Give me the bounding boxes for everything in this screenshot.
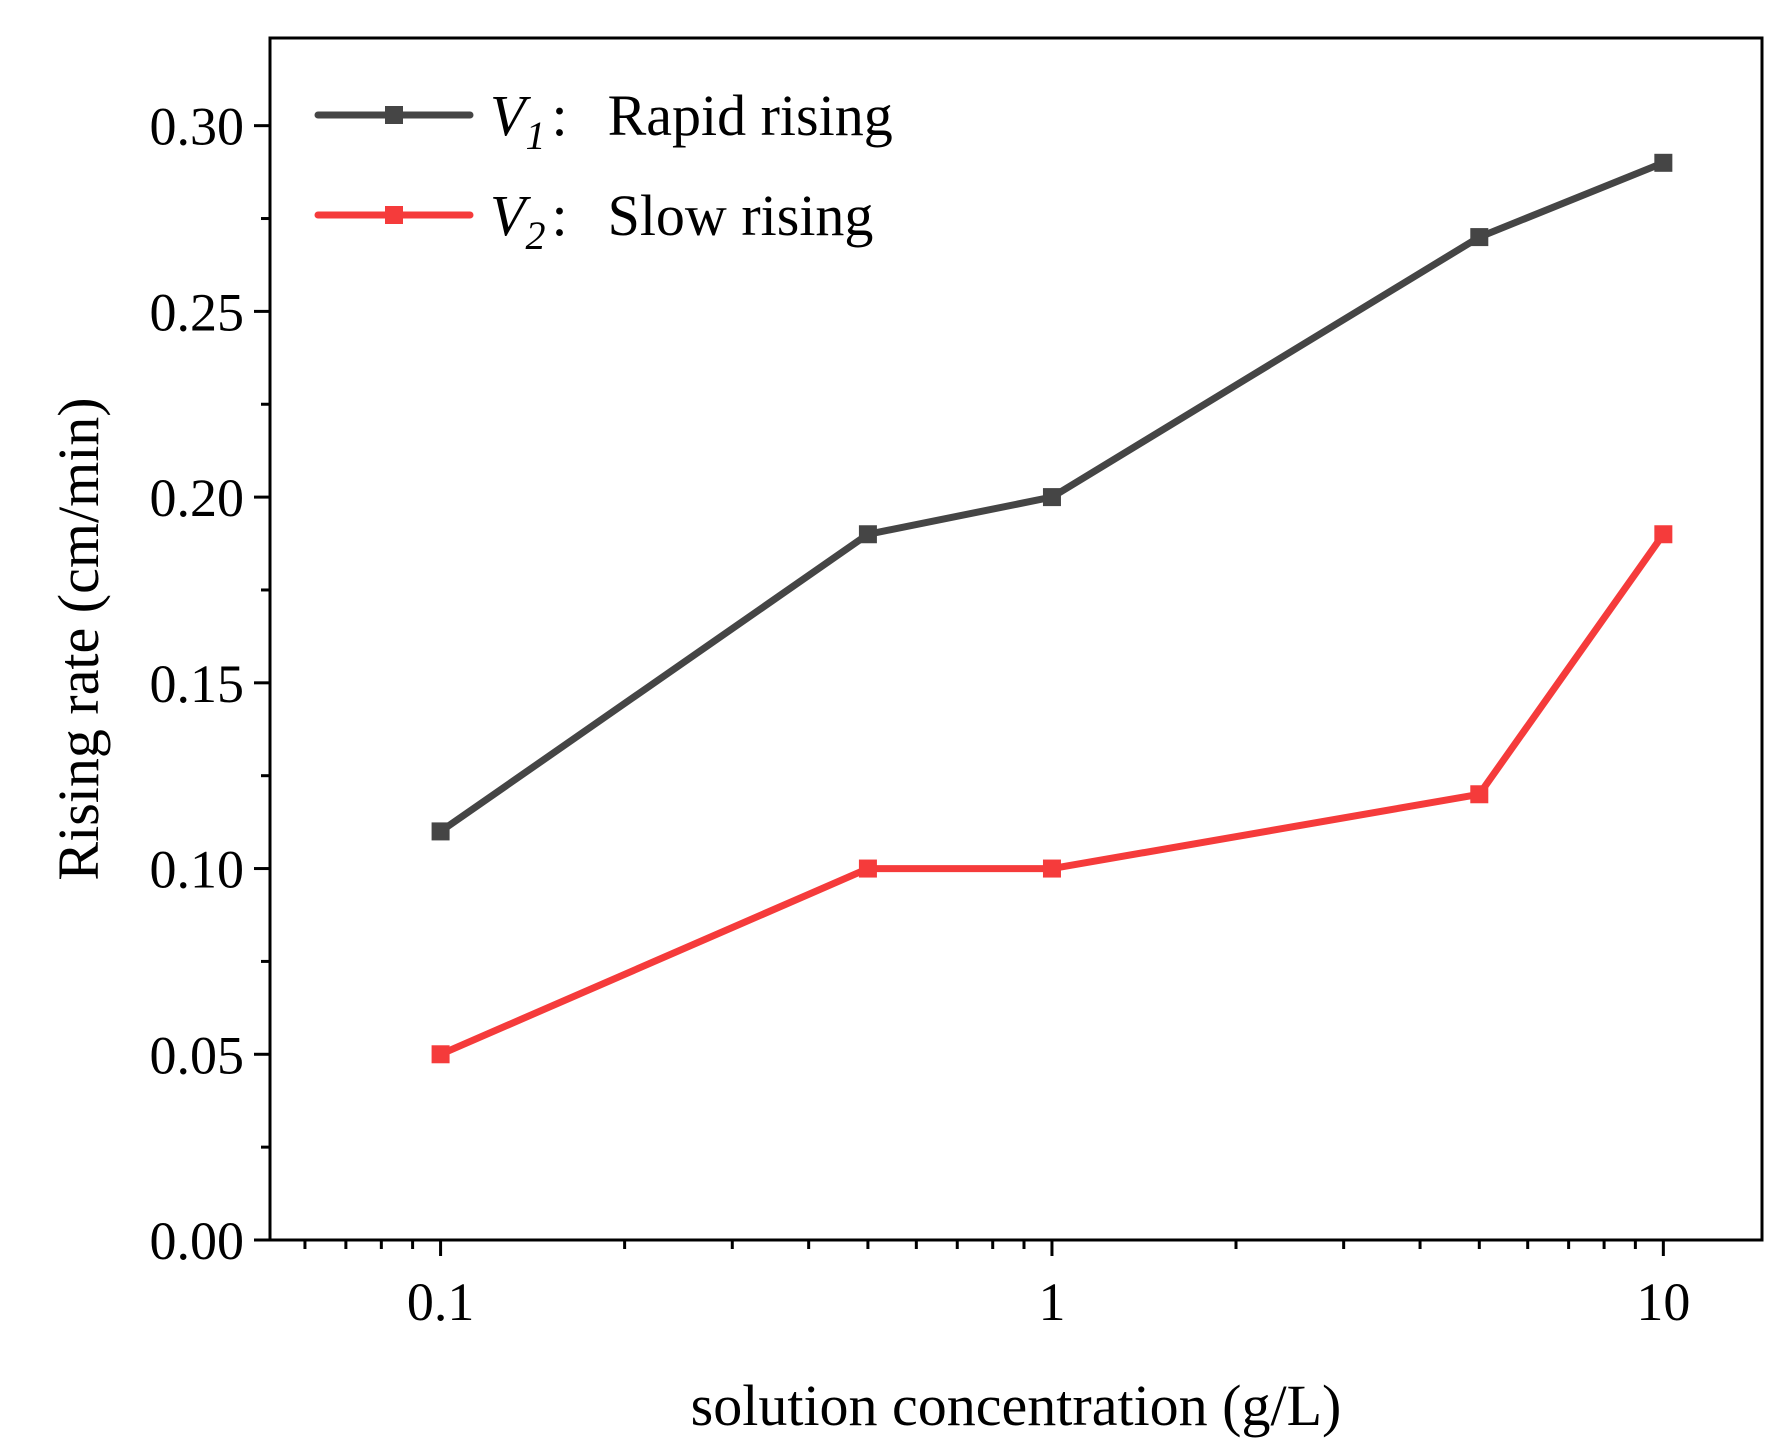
data-point [858,525,877,544]
data-point [1042,859,1061,878]
data-point [1654,525,1673,544]
y-tick-label: 0.00 [150,1211,245,1271]
legend-item-rapid-rising: V1: Rapid rising [314,83,893,158]
legend-label-slow-rising: V2: Slow rising [490,183,873,258]
data-point [1042,488,1061,507]
y-axis-label: Rising rate (cm/min) [46,397,111,880]
legend: V1: Rapid rising V2: Slow rising [314,83,893,258]
legend-subscript: 2 [525,213,545,258]
y-tick-label: 0.25 [150,282,245,342]
data-point [431,822,450,841]
x-axis-label: solution concentration (g/L) [691,1373,1342,1438]
x-tick-label: 1 [1038,1272,1065,1332]
series-layer [431,153,1673,1064]
y-tick-label: 0.10 [150,840,245,900]
y-tick-label: 0.05 [150,1025,245,1085]
y-tick-label: 0.20 [150,468,245,528]
series-slow-rising [431,525,1673,1064]
legend-separator: : [551,83,567,148]
legend-symbol: V [490,83,532,148]
legend-label-rapid-rising: V1: Rapid rising [490,83,893,158]
legend-symbol: V [490,183,532,248]
legend-text: Slow rising [608,183,874,248]
y-tick-label: 0.15 [150,654,245,714]
data-point [858,859,877,878]
legend-subscript: 1 [525,113,545,158]
data-point [1470,228,1489,247]
plot-frame [268,36,1764,1242]
legend-marker-slow-rising [385,206,403,224]
legend-marker-rapid-rising [385,106,403,124]
series-rapid-rising [431,153,1673,841]
legend-text: Rapid rising [608,83,893,148]
x-tick-label: 10 [1636,1272,1690,1332]
data-point [1470,785,1489,804]
legend-separator: : [551,183,567,248]
legend-item-slow-rising: V2: Slow rising [314,183,873,258]
data-point [1654,153,1673,172]
ticks-layer: 0.00 0.05 0.10 0.15 0.20 0.25 0.30 0.1 1 10 [150,97,1691,1332]
x-tick-label: 0.1 [407,1272,475,1332]
data-point [431,1045,450,1064]
y-tick-label: 0.30 [150,97,245,157]
